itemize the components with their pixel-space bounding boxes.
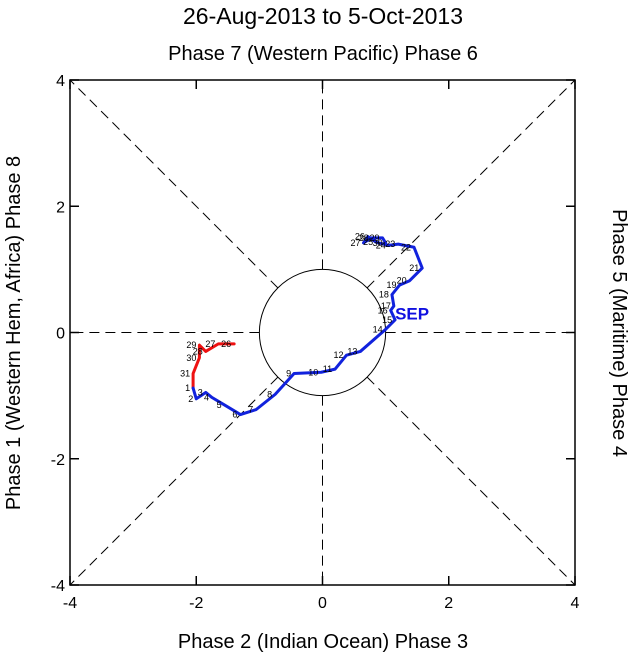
day-label: 20 [397, 276, 407, 286]
y-tick-label: -2 [51, 452, 65, 469]
day-label: 7 [248, 405, 253, 415]
day-label: 29 [186, 340, 196, 350]
y-axis-label-right: Phase 5 (Maritime) Phase 4 [608, 209, 628, 457]
y-tick-label: 2 [56, 199, 65, 216]
x-tick-label: -4 [63, 595, 77, 612]
day-label: 13 [347, 346, 357, 356]
day-label: 26 [221, 339, 231, 349]
day-label: 4 [204, 393, 209, 403]
day-label: 30 [373, 238, 383, 248]
day-label: 12 [333, 350, 343, 360]
day-label: 5 [217, 400, 222, 410]
phase-dividers [69, 79, 576, 586]
divider-ne [366, 79, 576, 289]
y-tick-label: 4 [56, 73, 65, 90]
day-label: 27 [351, 238, 361, 248]
day-label: 17 [381, 301, 391, 311]
day-label: 6 [232, 410, 237, 420]
day-label: 9 [286, 369, 291, 379]
day-label: 28 [359, 233, 369, 243]
day-label: 28 [193, 346, 203, 356]
x-tick-label: 0 [318, 595, 327, 612]
unit-circle [258, 268, 387, 397]
day-label: 24 [376, 240, 386, 250]
y-axis-label-left: Phase 1 (Western Hem, Africa) Phase 8 [3, 156, 25, 510]
day-label: 2 [188, 394, 193, 404]
day-label: 8 [267, 389, 272, 399]
day-label: 15 [382, 315, 392, 325]
top-phase-label: Phase 7 (Western Pacific) Phase 6 [168, 43, 478, 65]
day-label: 21 [409, 263, 419, 273]
day-label: 25 [363, 237, 373, 247]
day-label: 29 [369, 233, 379, 243]
day-label: 1 [185, 383, 190, 393]
x-tick-label: 4 [571, 595, 580, 612]
month-label: SEP [395, 305, 429, 324]
day-label: 19 [386, 280, 396, 290]
day-label: 16 [378, 305, 388, 315]
x-tick-label: -2 [189, 595, 203, 612]
day-label: 22 [401, 242, 411, 252]
chart-title: 26-Aug-2013 to 5-Oct-2013 [183, 3, 463, 29]
series-line-august [191, 342, 236, 390]
y-tick-label: 0 [56, 326, 65, 343]
divider-se [366, 376, 576, 586]
series-line-september [191, 235, 424, 417]
day-label: 26 [355, 232, 365, 242]
divider-sw [69, 376, 279, 586]
divider-nw [69, 79, 279, 289]
trajectory-series [191, 235, 424, 417]
day-label: 27 [205, 339, 215, 349]
x-axis-label: Phase 2 (Indian Ocean) Phase 3 [178, 631, 468, 653]
day-label: 3 [198, 387, 203, 397]
x-tick-label: 2 [444, 595, 453, 612]
day-label: 14 [373, 324, 383, 334]
day-label: 30 [186, 353, 196, 363]
y-tick-label: -4 [51, 578, 65, 595]
day-label: 31 [180, 369, 190, 379]
day-label: 18 [379, 290, 389, 300]
day-label: 23 [385, 239, 395, 249]
day-label: 11 [323, 364, 332, 374]
day-label: 10 [308, 367, 318, 377]
